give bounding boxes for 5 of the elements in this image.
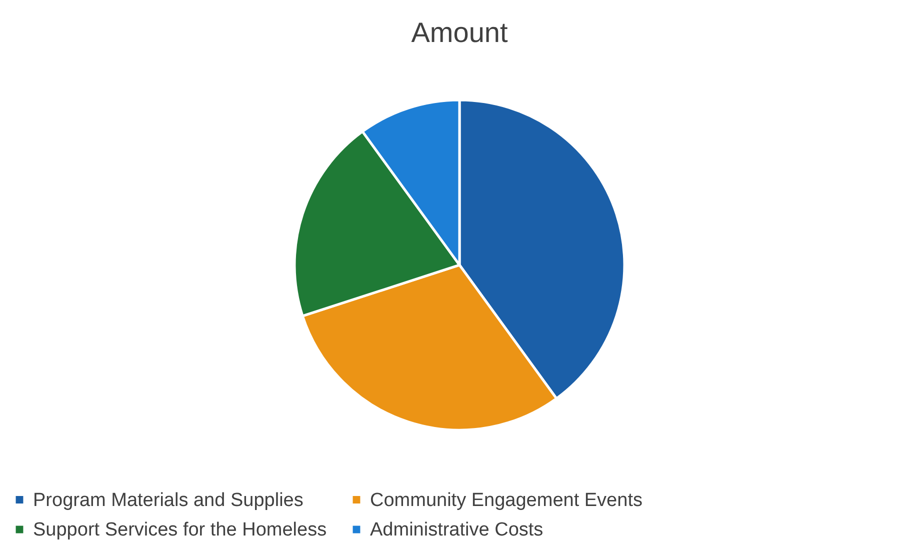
legend-label: Administrative Costs [370,520,544,540]
legend-label: Community Engagement Events [370,490,642,511]
legend-label: Support Services for the Homeless [33,520,327,540]
chart-title: Amount [411,17,508,48]
legend-label: Program Materials and Supplies [33,490,304,511]
